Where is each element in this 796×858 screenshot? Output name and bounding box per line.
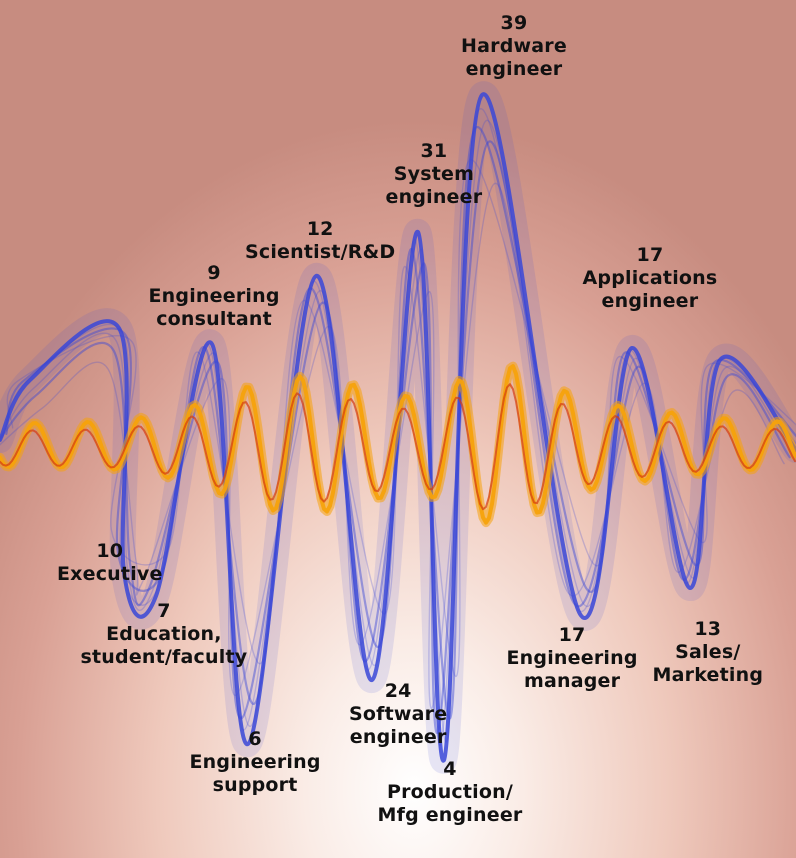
data-label-value: 7 [157,600,171,622]
data-label: 10 Executive [57,540,163,586]
blue-wave-strand [0,140,791,734]
data-label-text: Sales/ [675,641,741,663]
data-label-text: Mfg engineer [377,804,523,826]
data-label-value: 31 [420,140,448,162]
data-label: 4 Production/Mfg engineer [378,758,523,827]
blue-wave-band [0,81,796,774]
data-label-text: System [393,163,475,185]
red-wave [0,383,796,511]
data-label-text: engineer [601,290,699,312]
data-label-text: engineer [349,726,447,748]
data-label: 17 Applications engineer [583,244,718,313]
data-label: 17 Engineering manager [507,624,638,693]
data-label-value: 9 [207,262,221,284]
data-label-text: engineer [465,58,563,80]
data-label: 6 Engineering support [190,728,321,797]
blue-wave-strand [0,183,785,709]
data-label-value: 39 [500,12,528,34]
data-label-text: Applications [582,267,718,289]
data-label-text: consultant [156,308,272,330]
data-label-text: support [212,774,298,796]
blue-wave-strand [5,126,796,720]
data-label-text: Executive [57,563,163,585]
data-label: 7 Education, student/faculty [81,600,248,669]
data-label-text: Marketing [652,664,764,686]
data-label: 9 Engineering consultant [149,262,280,331]
data-label-text: engineer [385,186,483,208]
data-label-value: 17 [558,624,586,646]
data-label: 12 Scientist/R&D [245,218,395,264]
data-label-value: 6 [248,728,262,750]
data-label-text: Engineering [189,751,321,773]
data-label-value: 24 [384,680,412,702]
data-label-text: Engineering [506,647,638,669]
data-label-text: Software [349,703,448,725]
data-label-text: Hardware [461,35,567,57]
data-label-value: 12 [306,218,334,240]
blue-wave-strand [0,120,794,746]
data-label: 31 System engineer [386,140,483,209]
data-label-value: 4 [443,758,457,780]
data-label-text: Engineering [148,285,280,307]
blue-wave-strand [0,92,796,763]
data-label-text: Scientist/R&D [245,241,396,263]
data-label: 24 Software engineer [349,680,447,749]
blue-wave-strand [2,108,796,743]
data-label-value: 13 [694,618,722,640]
data-label-text: Education, [106,623,222,645]
data-label-text: manager [523,670,621,692]
data-label-text: Production/ [386,781,514,803]
data-label-value: 10 [96,540,124,562]
blue-wave-strand [6,159,796,677]
data-label-value: 17 [636,244,664,266]
data-label: 13 Sales/Marketing [653,618,764,687]
data-label: 39 Hardware engineer [461,12,567,81]
data-label-text: student/faculty [80,646,248,668]
